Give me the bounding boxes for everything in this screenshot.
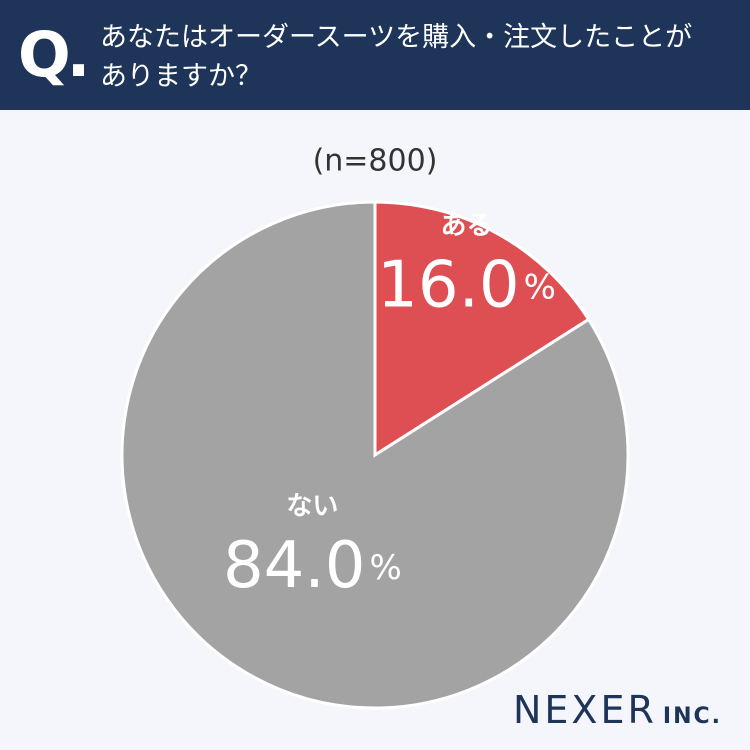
pie-slice xyxy=(373,200,591,458)
logo: NEXER INC. xyxy=(513,688,722,732)
subtitle: (n=800) xyxy=(313,144,438,179)
value-label: 16.0% xyxy=(377,248,556,322)
q-marker: Q. xyxy=(18,18,90,91)
header: Q. あなたはオーダースーツを購入・注文したことがありますか？ xyxy=(0,0,750,110)
chart-title: あなたはオーダースーツを購入・注文したことがありますか？ xyxy=(100,22,693,92)
logo-name: NEXER xyxy=(513,688,657,732)
value-label: 84.0% xyxy=(223,528,402,602)
category-label: ない xyxy=(286,491,338,521)
pie-slice xyxy=(120,200,630,710)
logo-suffix: INC. xyxy=(662,704,722,729)
category-label: ある xyxy=(441,211,493,241)
